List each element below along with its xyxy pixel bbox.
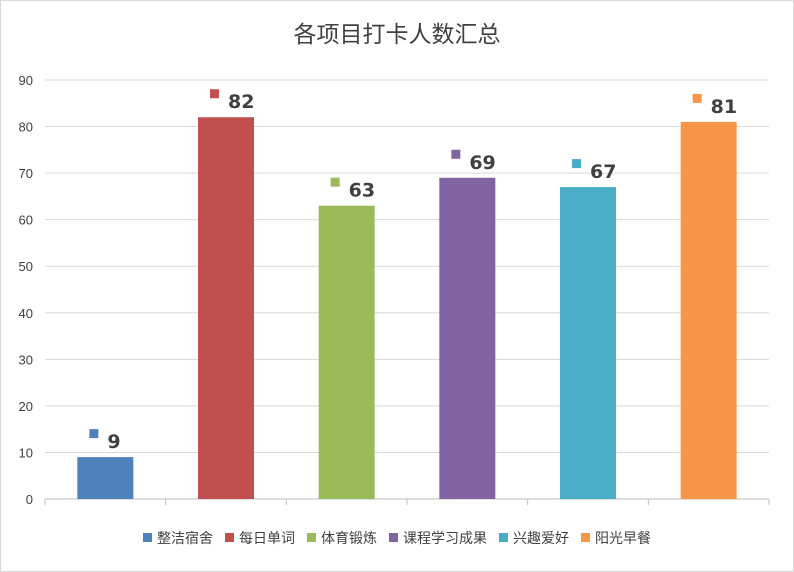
y-tick-label: 50 xyxy=(19,259,33,274)
data-label: 67 xyxy=(590,161,616,183)
legend-item: 兴趣爱好 xyxy=(499,531,569,547)
data-label-marker xyxy=(330,177,340,187)
bar-4 xyxy=(439,177,496,499)
y-axis: 0 10 20 30 40 50 60 70 80 90 xyxy=(19,73,770,507)
data-label: 63 xyxy=(349,180,375,202)
y-tick-label: 0 xyxy=(26,492,33,507)
legend-label: 阳光早餐 xyxy=(595,531,651,547)
legend-swatch xyxy=(389,533,398,542)
bar-6 xyxy=(680,121,737,500)
chart-title: 各项目打卡人数汇总 xyxy=(294,22,501,48)
data-label-marker xyxy=(451,149,461,159)
bar-5 xyxy=(560,187,616,500)
legend-label: 整洁宿舍 xyxy=(157,530,213,547)
legend-swatch xyxy=(499,533,508,542)
bars xyxy=(77,117,737,500)
legend-label: 兴趣爱好 xyxy=(513,531,569,547)
legend-swatch xyxy=(581,533,590,542)
data-label: 81 xyxy=(711,96,737,118)
data-label-marker xyxy=(210,89,219,99)
y-tick-label: 40 xyxy=(19,306,33,321)
bar-3 xyxy=(318,205,375,499)
legend-label: 课程学习成果 xyxy=(403,531,487,547)
data-label: 9 xyxy=(107,431,120,453)
y-tick-label: 30 xyxy=(19,352,33,367)
y-tick-label: 70 xyxy=(19,166,33,181)
legend: 整洁宿舍 每日单词 体育锻炼 课程学习成果 兴趣爱好 阳光早餐 xyxy=(143,530,651,547)
y-tick-label: 10 xyxy=(19,445,33,460)
legend-label: 每日单词 xyxy=(239,531,295,547)
data-label: 82 xyxy=(228,91,254,113)
y-tick-label: 20 xyxy=(19,399,33,414)
y-tick-label: 80 xyxy=(19,120,33,135)
y-tick-label: 90 xyxy=(19,73,33,88)
legend-item: 整洁宿舍 xyxy=(143,530,213,547)
gridlines xyxy=(45,79,769,500)
y-tick-label: 60 xyxy=(19,213,33,228)
legend-swatch xyxy=(143,533,152,542)
data-label-marker xyxy=(692,93,702,103)
data-labels: 9 82 63 69 67 81 xyxy=(89,89,737,453)
data-label: 69 xyxy=(469,152,495,174)
legend-swatch xyxy=(307,533,316,542)
legend-item: 阳光早餐 xyxy=(581,531,651,547)
bar-2 xyxy=(198,117,254,499)
legend-swatch xyxy=(225,533,234,542)
data-label-marker xyxy=(572,159,581,169)
legend-label: 体育锻炼 xyxy=(321,531,377,547)
legend-item: 课程学习成果 xyxy=(389,531,487,547)
bar-1 xyxy=(77,457,134,499)
data-label-marker xyxy=(89,429,99,439)
legend-item: 每日单词 xyxy=(225,531,295,547)
legend-item: 体育锻炼 xyxy=(307,531,377,547)
